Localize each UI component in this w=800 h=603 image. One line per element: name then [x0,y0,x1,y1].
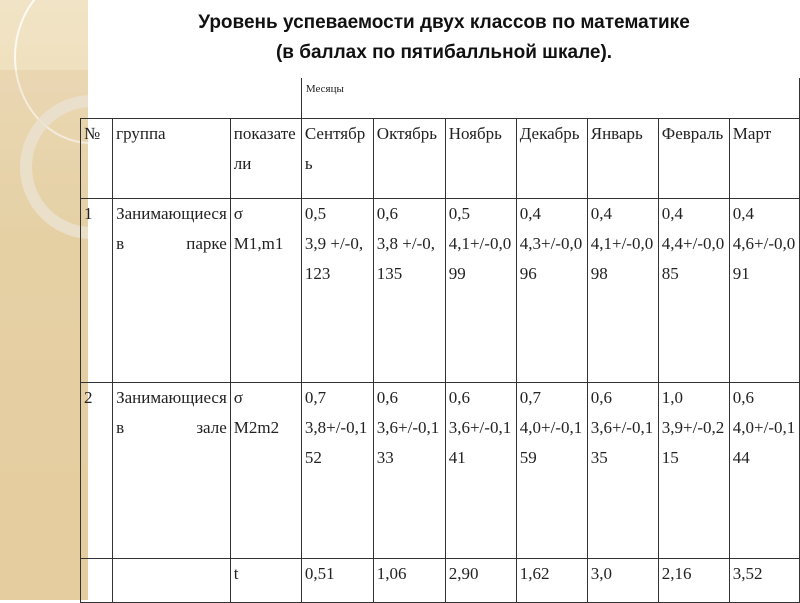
t-value-cell: 3,52 [728,557,800,603]
value-line: 0,5 [304,203,327,223]
table-row: 2 Занимающиеся в зале σ M2m2 0,7 3,8+/-0,152 0… [79,381,800,559]
value-line: 4,6+/-0,091 [732,233,796,283]
value-line: 0,4 [519,203,541,223]
row-number: 1 [79,197,114,383]
indicator-line: σ [233,387,243,407]
value-line: 0,5 [448,203,470,223]
indicator-line: σ [233,203,243,223]
value-cell: 0,7 4,0+/-0,159 [515,381,588,559]
indicators-cell: σ M1,m1 [229,197,302,383]
value-cell: 0,6 3,6+/-0,133 [372,381,446,559]
header-row: № группа показатели Сентябрь Октябрь Ноя… [79,117,800,199]
value-line: 0,4 [732,203,755,223]
value-cell: 0,5 3,9 +/-0,123 [300,197,374,383]
value-line: 0,6 [448,387,470,407]
header-cell: Январь [586,117,659,199]
value-line: 0,6 [376,203,399,223]
value-cell: 0,6 3,6+/-0,135 [586,381,659,559]
group-cell: Занимающиеся в зале [112,381,231,559]
value-line: 4,0+/-0,159 [519,417,583,467]
value-line: 0,7 [519,387,541,407]
value-line: 0,6 [732,387,755,407]
header-cell: показатели [229,117,302,199]
value-cell: 0,7 3,8+/-0,152 [300,381,374,559]
value-line: 1,0 [661,387,684,407]
t-value-cell: 3,0 [586,557,659,603]
months-label: Месяцы [300,78,800,119]
value-cell: 0,6 3,6+/-0,141 [444,381,517,559]
value-line: 4,4+/-0,085 [661,233,725,283]
value-cell: 0,6 4,0+/-0,144 [728,381,800,559]
value-line: 0,7 [304,387,327,407]
value-line: 3,6+/-0,135 [590,417,654,467]
t-value-cell: 2,16 [657,557,730,603]
header-cell: Сентябрь [300,117,374,199]
value-line: 0,6 [590,387,612,407]
header-cell: № [79,117,114,199]
title-line-1: Уровень успеваемости двух классов по мат… [198,12,690,33]
indicators-cell: σ M2m2 [229,381,302,559]
t-value-cell: 1,62 [515,557,588,603]
grades-table: Месяцы № группа показатели Сентябрь Октя… [79,78,800,603]
decorative-side-strip [0,0,88,600]
value-line: 3,8+/-0,152 [304,417,368,467]
months-header-row: Месяцы [81,78,800,119]
value-line: 3,6+/-0,141 [448,417,512,467]
value-line: 4,0+/-0,144 [732,417,796,467]
empty-cell [112,557,231,603]
value-line: 4,1+/-0,098 [590,233,654,283]
title-line-2: (в баллах по пятибалльной шкале). [275,42,613,63]
value-cell: 0,4 4,1+/-0,098 [586,197,659,383]
value-line: 0,6 [376,387,399,407]
header-cell: Октябрь [372,117,446,199]
slide-title: Уровень успеваемости двух классов по мат… [88,8,800,68]
group-cell: Занимающиеся в парке [112,197,231,383]
header-cell: Ноябрь [444,117,517,199]
value-line: 3,8 +/-0,135 [376,233,436,283]
value-cell: 0,6 3,8 +/-0,135 [372,197,446,383]
t-row: t 0,51 1,06 2,90 1,62 3,0 2,16 3,52 [79,557,800,603]
header-cell: группа [112,117,231,199]
value-cell: 0,4 4,4+/-0,085 [657,197,730,383]
value-line: 4,3+/-0,096 [519,233,583,283]
value-cell: 0,4 4,6+/-0,091 [728,197,800,383]
indicator-line: M2m2 [233,417,280,437]
empty-cell [79,557,114,603]
value-line: 0,4 [590,203,612,223]
strip-shade [0,70,88,600]
row-number: 2 [79,381,114,559]
value-cell: 1,0 3,9+/-0,215 [657,381,730,559]
value-line: 4,1+/-0,099 [448,233,512,283]
value-cell: 0,4 4,3+/-0,096 [515,197,588,383]
value-line: 3,6+/-0,133 [376,417,440,467]
header-cell: Март [728,117,800,199]
header-cell: Февраль [657,117,730,199]
t-value-cell: 2,90 [444,557,517,603]
value-line: 3,9 +/-0,123 [304,233,364,283]
value-line: 0,4 [661,203,684,223]
table-row: 1 Занимающиеся в парке σ M1,m1 0,5 3,9 +/-0,1… [79,197,800,383]
header-cell: Декабрь [515,117,588,199]
value-line: 3,9+/-0,215 [661,417,725,467]
t-value-cell: 1,06 [372,557,446,603]
blank-cell [81,78,302,118]
indicator-line: M1,m1 [233,233,284,253]
value-cell: 0,5 4,1+/-0,099 [444,197,517,383]
t-label: t [229,557,302,603]
t-value-cell: 0,51 [300,557,374,603]
